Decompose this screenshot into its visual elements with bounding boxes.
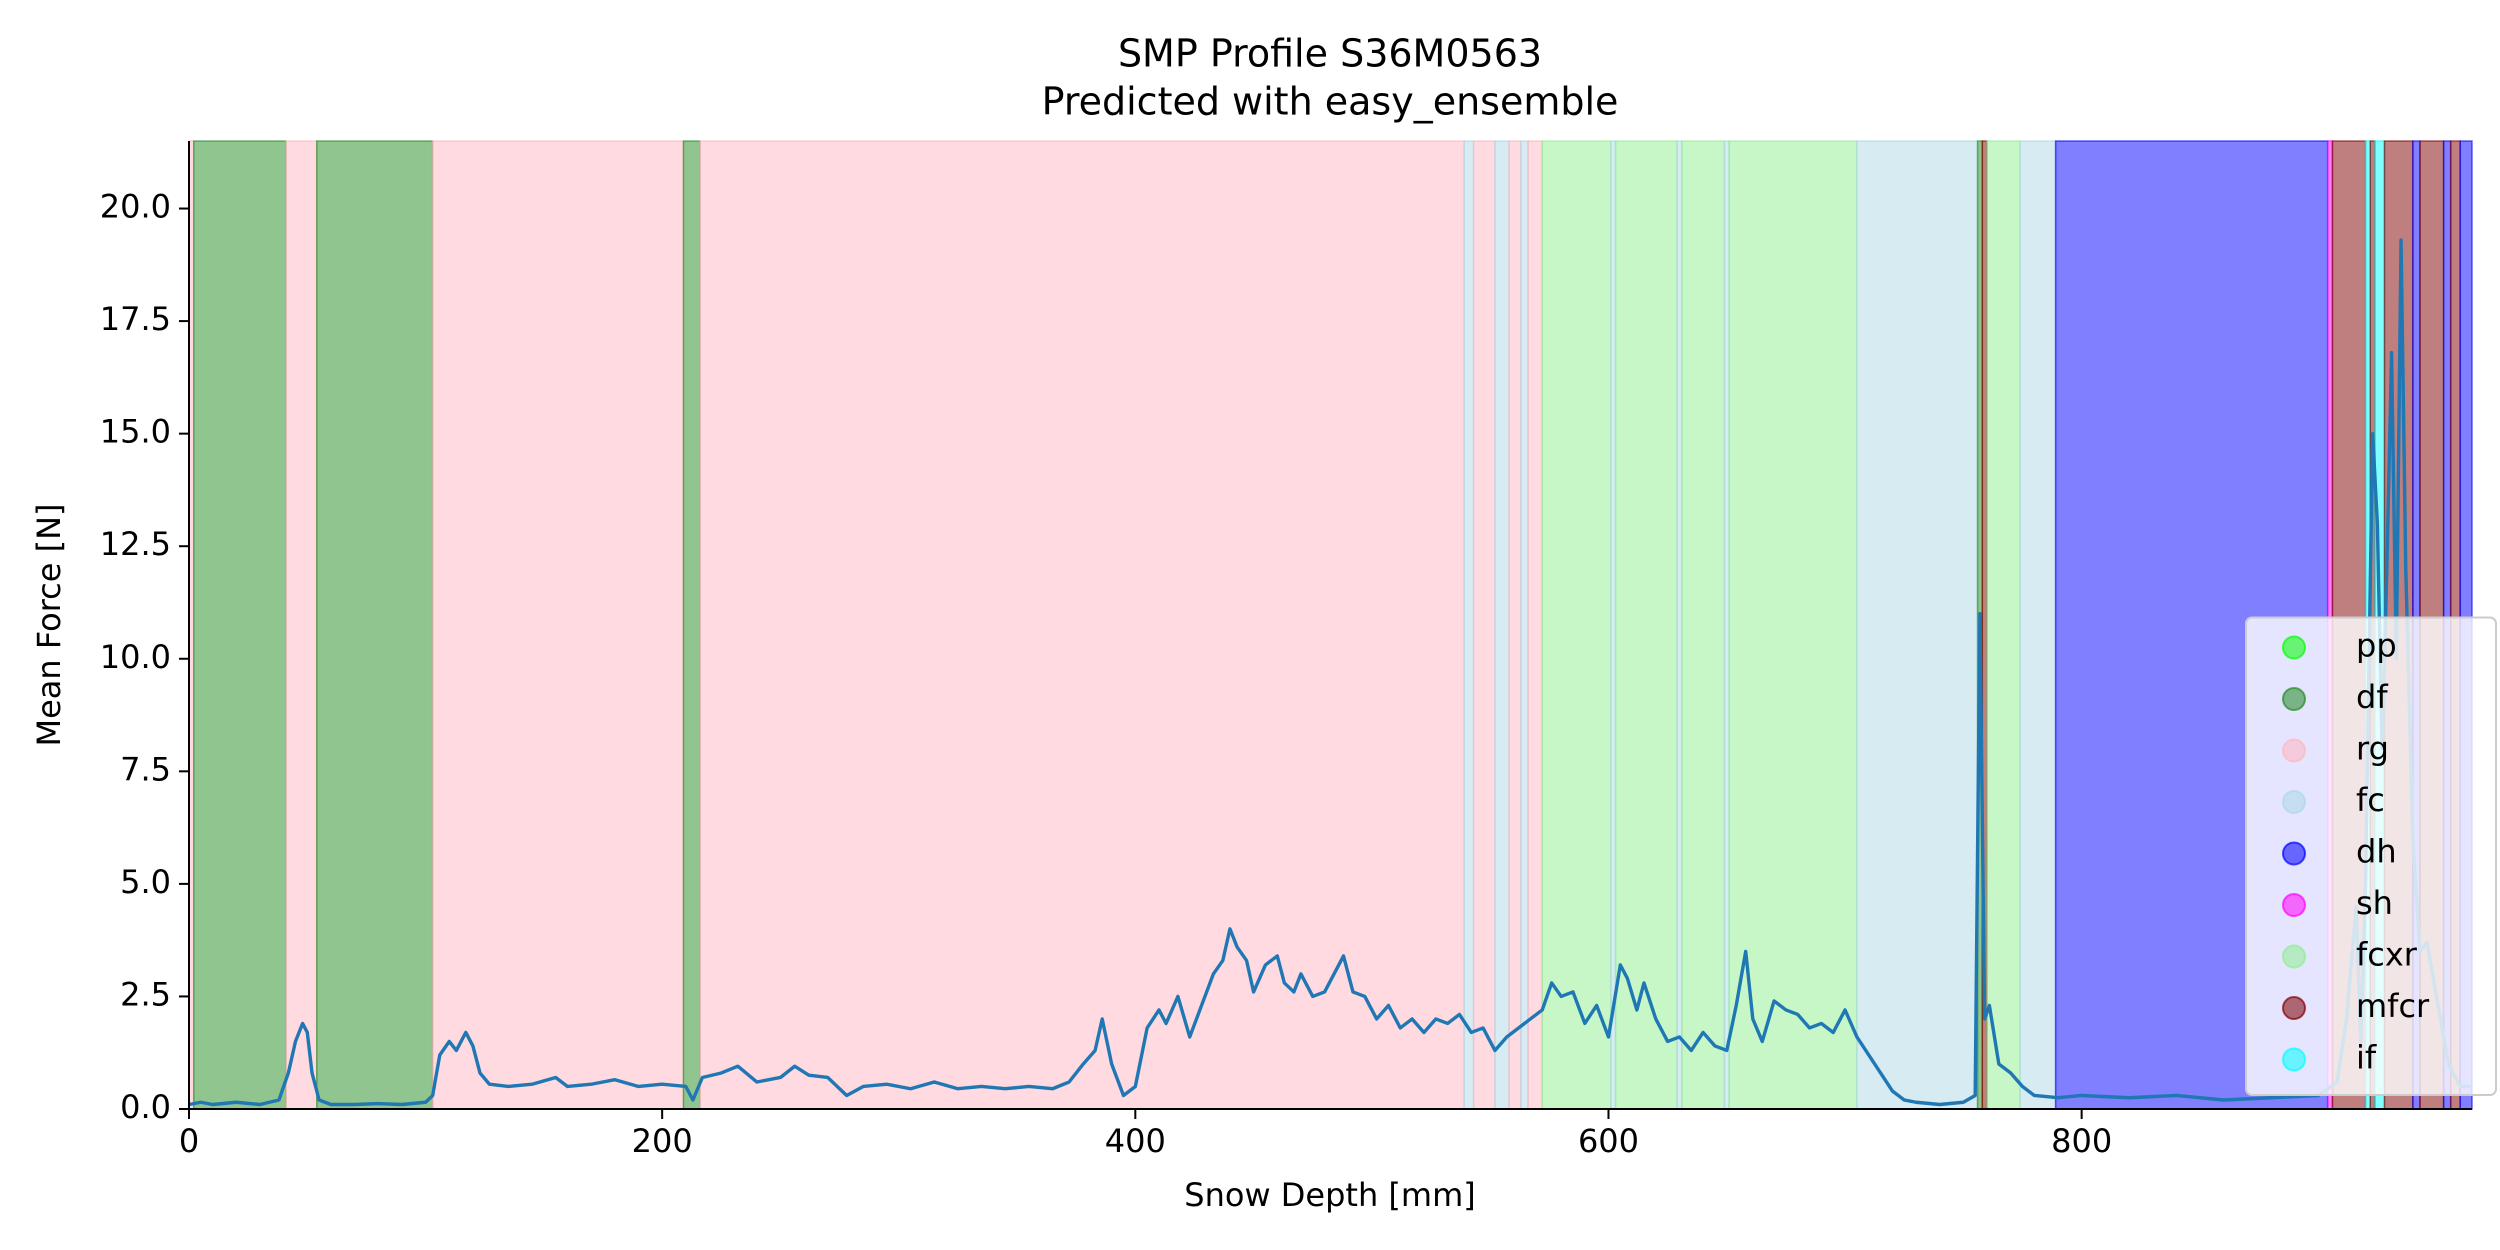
y-tick-label: 17.5 bbox=[100, 300, 171, 338]
class-span bbox=[1541, 140, 1612, 1110]
legend: pp df rg fc dh sh fcxr mfcr if bbox=[2245, 616, 2497, 1096]
class-span bbox=[431, 140, 685, 1110]
y-tick-label: 5.0 bbox=[120, 863, 171, 901]
line-layer bbox=[188, 238, 2472, 1107]
class-span bbox=[1463, 140, 1475, 1110]
legend-label: fc bbox=[2356, 781, 2385, 819]
class-span bbox=[1508, 140, 1522, 1110]
legend-label: pp bbox=[2356, 627, 2397, 665]
x-tick-label: 200 bbox=[632, 1122, 693, 1160]
class-span bbox=[192, 140, 287, 1110]
x-axis-label: Snow Depth [mm] bbox=[1184, 1176, 1475, 1214]
legend-label: mfcr bbox=[2356, 987, 2430, 1025]
x-tick-label: 400 bbox=[1105, 1122, 1166, 1160]
axes-layer: 0.0 2.5 5.0 7.5 10.0 12.5 15.0 17.5 20.0 0 200 400 6… bbox=[100, 141, 2472, 1160]
y-tick-label: 15.0 bbox=[100, 413, 171, 451]
legend-label: rg bbox=[2356, 730, 2389, 768]
class-span bbox=[285, 140, 318, 1110]
y-tick-label: 2.5 bbox=[120, 975, 171, 1013]
x-tick-label: 800 bbox=[2051, 1122, 2112, 1160]
legend-label: fcxr bbox=[2356, 936, 2418, 974]
class-span bbox=[2019, 140, 2057, 1110]
y-tick-label: 7.5 bbox=[120, 750, 171, 788]
chart-subtitle: Predicted with easy_ensemble bbox=[1042, 80, 1619, 124]
class-span bbox=[1494, 140, 1510, 1110]
legend-marker bbox=[2282, 996, 2306, 1020]
y-tick-label: 12.5 bbox=[100, 525, 171, 563]
legend-marker bbox=[2282, 841, 2306, 866]
class-span bbox=[316, 140, 434, 1110]
class-span bbox=[1527, 140, 1543, 1110]
class-span bbox=[1986, 140, 2021, 1110]
class-span bbox=[1681, 140, 1726, 1110]
legend-marker bbox=[2282, 635, 2306, 660]
legend-label: sh bbox=[2356, 884, 2393, 922]
x-tick-label: 0 bbox=[179, 1122, 199, 1160]
force-line bbox=[188, 238, 2472, 1107]
x-tick-label: 600 bbox=[1578, 1122, 1639, 1160]
class-span bbox=[699, 140, 1465, 1110]
legend-label: if bbox=[2356, 1039, 2377, 1077]
class-span bbox=[1856, 140, 1979, 1110]
legend-label: df bbox=[2356, 678, 2388, 716]
legend-marker bbox=[2282, 790, 2306, 814]
y-tick-label: 0.0 bbox=[120, 1088, 171, 1126]
legend-label: dh bbox=[2356, 833, 2397, 871]
legend-box bbox=[2245, 616, 2497, 1096]
legend-marker bbox=[2282, 687, 2306, 711]
y-tick-label: 10.0 bbox=[100, 638, 171, 676]
legend-marker bbox=[2282, 738, 2306, 763]
span-layer bbox=[188, 140, 2473, 1110]
legend-marker bbox=[2282, 944, 2306, 969]
legend-marker bbox=[2282, 893, 2306, 917]
y-tick-label: 20.0 bbox=[100, 188, 171, 226]
class-span bbox=[1472, 140, 1496, 1110]
class-span bbox=[1520, 140, 1529, 1110]
class-span bbox=[682, 140, 701, 1110]
y-axis-label: Mean Force [N] bbox=[30, 503, 68, 746]
chart-title: SMP Profile S36M0563 bbox=[1118, 32, 1542, 76]
legend-marker bbox=[2282, 1047, 2306, 1072]
class-span bbox=[1614, 140, 1678, 1110]
